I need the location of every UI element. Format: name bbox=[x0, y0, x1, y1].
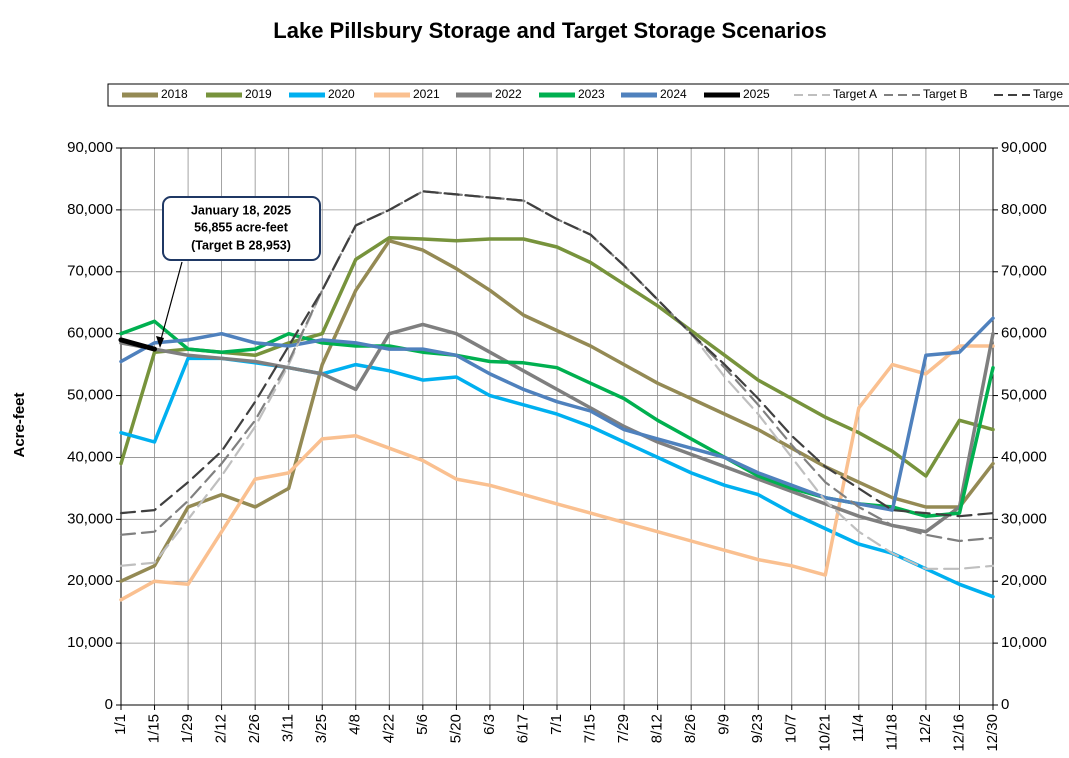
legend-label: 2022 bbox=[495, 87, 522, 101]
series-line bbox=[118, 337, 157, 352]
legend-box bbox=[107, 83, 1069, 107]
series-line bbox=[119, 344, 995, 602]
callout-text: January 18, 2025 bbox=[191, 203, 291, 217]
x-tick-label: 6/3 bbox=[481, 714, 498, 735]
x-tick-label: 8/12 bbox=[649, 714, 666, 743]
legend-label: 2021 bbox=[413, 87, 440, 101]
x-tick-label: 4/8 bbox=[347, 714, 364, 735]
y2-tick-label: 20,000 bbox=[1001, 572, 1047, 589]
x-tick-label: 10/21 bbox=[816, 714, 833, 752]
y-axis-label: Acre-feet bbox=[11, 392, 28, 457]
y2-tick-label: 40,000 bbox=[1001, 448, 1047, 465]
x-tick-label: 1/15 bbox=[146, 714, 163, 743]
y-tick-label: 90,000 bbox=[67, 139, 113, 156]
x-tick-label: 9/9 bbox=[716, 714, 733, 735]
x-tick-label: 6/17 bbox=[514, 714, 531, 743]
y-tick-label: 10,000 bbox=[67, 634, 113, 651]
x-tick-label: 11/18 bbox=[883, 714, 900, 750]
y-tick-label: 60,000 bbox=[67, 325, 113, 342]
legend-label: 2025 bbox=[743, 87, 770, 101]
x-tick-label: 12/2 bbox=[917, 714, 934, 743]
y2-tick-label: 70,000 bbox=[1001, 263, 1047, 280]
legend: 2018 2019 2020 2021 2022 2023 2024 2025 Target A… bbox=[122, 87, 1063, 101]
x-tick-label: 2/12 bbox=[213, 714, 230, 743]
legend-label: 2024 bbox=[660, 87, 687, 101]
x-tick-label: 8/26 bbox=[682, 714, 699, 743]
legend-label: 2019 bbox=[245, 87, 272, 101]
y2-tick-label: 30,000 bbox=[1001, 510, 1047, 527]
x-tick-label: 4/22 bbox=[380, 714, 397, 743]
y2-tick-label: 10,000 bbox=[1001, 634, 1047, 651]
callout-text: (Target B 28,953) bbox=[191, 238, 291, 252]
legend-label: 2023 bbox=[578, 87, 605, 101]
y-tick-label: 0 bbox=[105, 696, 113, 713]
x-tick-label: 12/30 bbox=[984, 714, 1001, 752]
x-tick-label: 1/1 bbox=[112, 714, 129, 735]
y-tick-label: 80,000 bbox=[67, 201, 113, 218]
y-tick-label: 30,000 bbox=[67, 510, 113, 527]
series-line bbox=[119, 316, 995, 512]
x-tick-label: 11/4 bbox=[850, 714, 867, 742]
x-tick-label: 12/16 bbox=[950, 714, 967, 752]
callout-box bbox=[162, 196, 321, 261]
x-tick-label: 3/11 bbox=[280, 714, 297, 742]
x-tick-label: 7/1 bbox=[548, 714, 565, 735]
plot-border bbox=[120, 147, 994, 706]
callout-pointer bbox=[159, 261, 183, 344]
y2-tick-label: 0 bbox=[1001, 696, 1009, 713]
series-line bbox=[119, 235, 995, 478]
series-line bbox=[119, 239, 995, 583]
x-tick-label: 1/29 bbox=[179, 714, 196, 743]
legend-label: 2020 bbox=[328, 87, 355, 101]
legend-label: 2018 bbox=[161, 87, 188, 101]
callout-arrowhead bbox=[156, 336, 164, 348]
y-tick-label: 40,000 bbox=[67, 448, 113, 465]
y-tick-label: 20,000 bbox=[67, 572, 113, 589]
x-tick-label: 10/7 bbox=[783, 714, 800, 743]
series-line bbox=[119, 322, 995, 534]
y-tick-label: 50,000 bbox=[67, 387, 113, 404]
x-tick-label: 7/29 bbox=[615, 714, 632, 743]
x-tick-label: 5/20 bbox=[447, 714, 464, 743]
callout-text: 56,855 acre-feet bbox=[194, 220, 289, 234]
y2-tick-label: 80,000 bbox=[1001, 201, 1047, 218]
legend-label: Target A bbox=[833, 87, 877, 101]
y2-tick-label: 50,000 bbox=[1001, 387, 1047, 404]
legend-label: Targe bbox=[1033, 87, 1063, 101]
x-tick-label: 5/6 bbox=[414, 714, 431, 735]
callout: January 18, 2025 56,855 acre-feet (Targe… bbox=[156, 196, 321, 348]
series-line bbox=[119, 190, 995, 518]
chart-title: Lake Pillsbury Storage and Target Storag… bbox=[273, 18, 826, 43]
x-tick-label: 7/15 bbox=[582, 714, 599, 743]
y2-tick-label: 90,000 bbox=[1001, 139, 1047, 156]
y-tick-label: 70,000 bbox=[67, 263, 113, 280]
y2-tick-label: 60,000 bbox=[1001, 325, 1047, 342]
x-tick-label: 2/26 bbox=[246, 714, 263, 743]
legend-label: Target B bbox=[923, 87, 968, 101]
x-tick-label: 3/25 bbox=[313, 714, 330, 743]
x-tick-label: 9/23 bbox=[749, 714, 766, 743]
